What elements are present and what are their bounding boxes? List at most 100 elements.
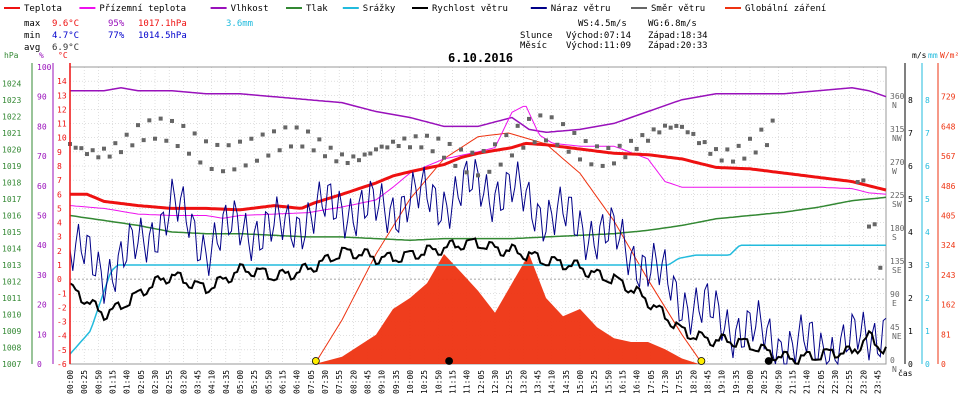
temperature-tick-label: 11 — [57, 120, 67, 129]
stats-max-label: max — [24, 19, 41, 29]
direction-tick-name: N — [892, 365, 897, 374]
radiation-tick-label: 567 — [941, 152, 956, 161]
gust-line — [69, 159, 887, 366]
direction-point — [351, 154, 356, 159]
direction-point — [113, 141, 118, 146]
direction-point — [555, 142, 560, 147]
direction-tick-name: N — [892, 101, 897, 110]
x-tick-label: 04:35 — [222, 370, 231, 394]
radiation-tick-label: 486 — [941, 182, 956, 191]
direction-point — [872, 222, 877, 227]
axes: 1007100810091010101110121013101410151016… — [2, 63, 956, 394]
pressure-tick-label: 1020 — [2, 146, 21, 155]
direction-point — [510, 153, 514, 158]
x-tick-label: 05:25 — [250, 370, 259, 394]
direction-point — [521, 145, 526, 150]
x-tick-label: 14:35 — [562, 370, 571, 394]
direction-point — [663, 123, 667, 128]
temperature-tick-label: -4 — [57, 332, 67, 341]
direction-point — [79, 146, 84, 151]
x-tick-label: 16:40 — [633, 370, 642, 394]
direction-point — [538, 113, 543, 118]
direction-point — [396, 144, 401, 149]
radiation-tick-label: 324 — [941, 241, 956, 250]
direction-point — [391, 139, 395, 144]
direction-point — [464, 170, 469, 175]
direction-point — [487, 169, 492, 174]
temperature-tick-label: 5 — [57, 204, 62, 213]
x-tick-label: 02:05 — [137, 370, 146, 394]
radiation-area — [314, 254, 699, 364]
temperature-tick-label: 0 — [57, 275, 62, 284]
direction-point — [759, 127, 764, 132]
direction-point — [765, 143, 769, 148]
direction-point — [572, 130, 577, 135]
direction-point — [561, 122, 565, 127]
direction-point — [153, 136, 157, 141]
x-tick-label: 03:20 — [179, 370, 188, 394]
direction-point — [470, 150, 475, 155]
direction-tick-name: SW — [892, 200, 902, 209]
rain-tick-label: 2 — [925, 294, 930, 303]
direction-point — [447, 141, 452, 146]
rain-line — [69, 244, 886, 355]
direction-point — [481, 148, 486, 153]
x-tick-label: 08:20 — [349, 370, 358, 394]
info-ws: WS:4.5m/s — [578, 19, 627, 29]
x-tick-label: 20:00 — [746, 370, 755, 394]
x-tick-label: 06:40 — [293, 370, 302, 394]
x-tick-label: 15:50 — [604, 370, 613, 394]
x-tick-label: 22:55 — [845, 370, 854, 394]
direction-point — [334, 159, 339, 164]
direction-point — [855, 179, 860, 184]
direction-point — [532, 140, 537, 145]
x-tick-label: 06:15 — [279, 370, 288, 394]
direction-point — [102, 146, 106, 151]
stats-avg-temp: 6.9°C — [52, 43, 79, 53]
direction-point — [311, 148, 316, 153]
x-tick-label: 18:45 — [704, 370, 713, 394]
stats-min-hum: 77% — [108, 31, 125, 41]
direction-point — [544, 138, 548, 143]
direction-point — [589, 162, 594, 167]
sun-marker — [697, 357, 706, 365]
temperature-tick-label: 9 — [57, 148, 62, 157]
stats-max-rain: 3.6mm — [226, 19, 253, 29]
direction-point — [612, 161, 616, 166]
direction-tick-label: 90 — [890, 290, 900, 299]
wind-tick-label: 4 — [908, 228, 913, 237]
temperature-tick-label: 10 — [57, 134, 67, 143]
direction-point — [175, 144, 180, 149]
direction-point — [277, 148, 282, 153]
x-tick-label: 10:00 — [406, 370, 415, 394]
x-tick-label: 18:20 — [689, 370, 698, 394]
direction-tick-label: 225 — [890, 191, 905, 200]
x-tick-label: 12:30 — [491, 370, 500, 394]
direction-point — [725, 147, 730, 152]
direction-point — [357, 158, 361, 163]
direction-point — [493, 142, 497, 147]
rain-tick-label: 1 — [925, 327, 930, 336]
direction-tick-name: W — [892, 167, 897, 176]
direction-tick-label: 135 — [890, 257, 905, 266]
rain-tick-label: 7 — [925, 129, 930, 138]
direction-point — [623, 155, 628, 160]
info-moon-set: Západ:20:33 — [648, 41, 708, 51]
wind-tick-label: 2 — [908, 294, 913, 303]
pressure-tick-label: 1013 — [2, 261, 21, 270]
direction-point — [379, 144, 384, 149]
direction-point — [90, 148, 95, 153]
direction-point — [198, 160, 203, 165]
direction-point — [515, 123, 520, 128]
moon-marker — [764, 357, 773, 365]
x-tick-label: 02:30 — [151, 370, 160, 394]
x-tick-label: 01:15 — [109, 370, 118, 394]
direction-point — [867, 224, 871, 229]
x-tick-label: 07:30 — [321, 370, 330, 394]
direction-point — [266, 153, 271, 158]
direction-point — [742, 156, 747, 161]
axis-header-degc: °C — [58, 51, 68, 60]
direction-point — [674, 123, 679, 128]
direction-point — [294, 125, 299, 130]
